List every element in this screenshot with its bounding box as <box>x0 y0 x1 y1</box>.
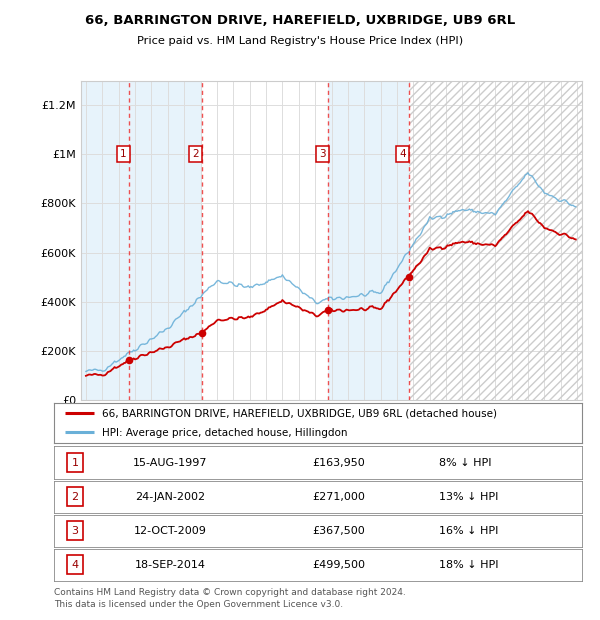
Text: HPI: Average price, detached house, Hillingdon: HPI: Average price, detached house, Hill… <box>101 428 347 438</box>
Text: 66, BARRINGTON DRIVE, HAREFIELD, UXBRIDGE, UB9 6RL: 66, BARRINGTON DRIVE, HAREFIELD, UXBRIDG… <box>85 14 515 27</box>
Text: 2: 2 <box>193 149 199 159</box>
Text: 18-SEP-2014: 18-SEP-2014 <box>134 560 206 570</box>
Bar <box>81 81 129 400</box>
Text: 3: 3 <box>71 526 79 536</box>
Text: £163,950: £163,950 <box>313 458 365 467</box>
Text: 16% ↓ HPI: 16% ↓ HPI <box>439 526 499 536</box>
Text: 2: 2 <box>71 492 79 502</box>
Text: 8% ↓ HPI: 8% ↓ HPI <box>439 458 492 467</box>
Text: 24-JAN-2002: 24-JAN-2002 <box>135 492 205 502</box>
Text: 15-AUG-1997: 15-AUG-1997 <box>133 458 208 467</box>
Text: 18% ↓ HPI: 18% ↓ HPI <box>439 560 499 570</box>
Text: 13% ↓ HPI: 13% ↓ HPI <box>439 492 499 502</box>
Text: 1: 1 <box>120 149 127 159</box>
Text: 1: 1 <box>71 458 79 467</box>
Text: 66, BARRINGTON DRIVE, HAREFIELD, UXBRIDGE, UB9 6RL (detached house): 66, BARRINGTON DRIVE, HAREFIELD, UXBRIDG… <box>101 409 497 419</box>
Text: Contains HM Land Registry data © Crown copyright and database right 2024.
This d: Contains HM Land Registry data © Crown c… <box>54 588 406 609</box>
Text: £499,500: £499,500 <box>313 560 365 570</box>
Text: £367,500: £367,500 <box>313 526 365 536</box>
Bar <box>129 81 202 400</box>
Text: Price paid vs. HM Land Registry's House Price Index (HPI): Price paid vs. HM Land Registry's House … <box>137 36 463 46</box>
Text: 4: 4 <box>71 560 79 570</box>
Text: 4: 4 <box>400 149 406 159</box>
Bar <box>409 81 582 400</box>
Text: 12-OCT-2009: 12-OCT-2009 <box>134 526 206 536</box>
Bar <box>328 81 409 400</box>
Bar <box>409 81 582 400</box>
Text: £271,000: £271,000 <box>313 492 365 502</box>
Text: 3: 3 <box>319 149 325 159</box>
